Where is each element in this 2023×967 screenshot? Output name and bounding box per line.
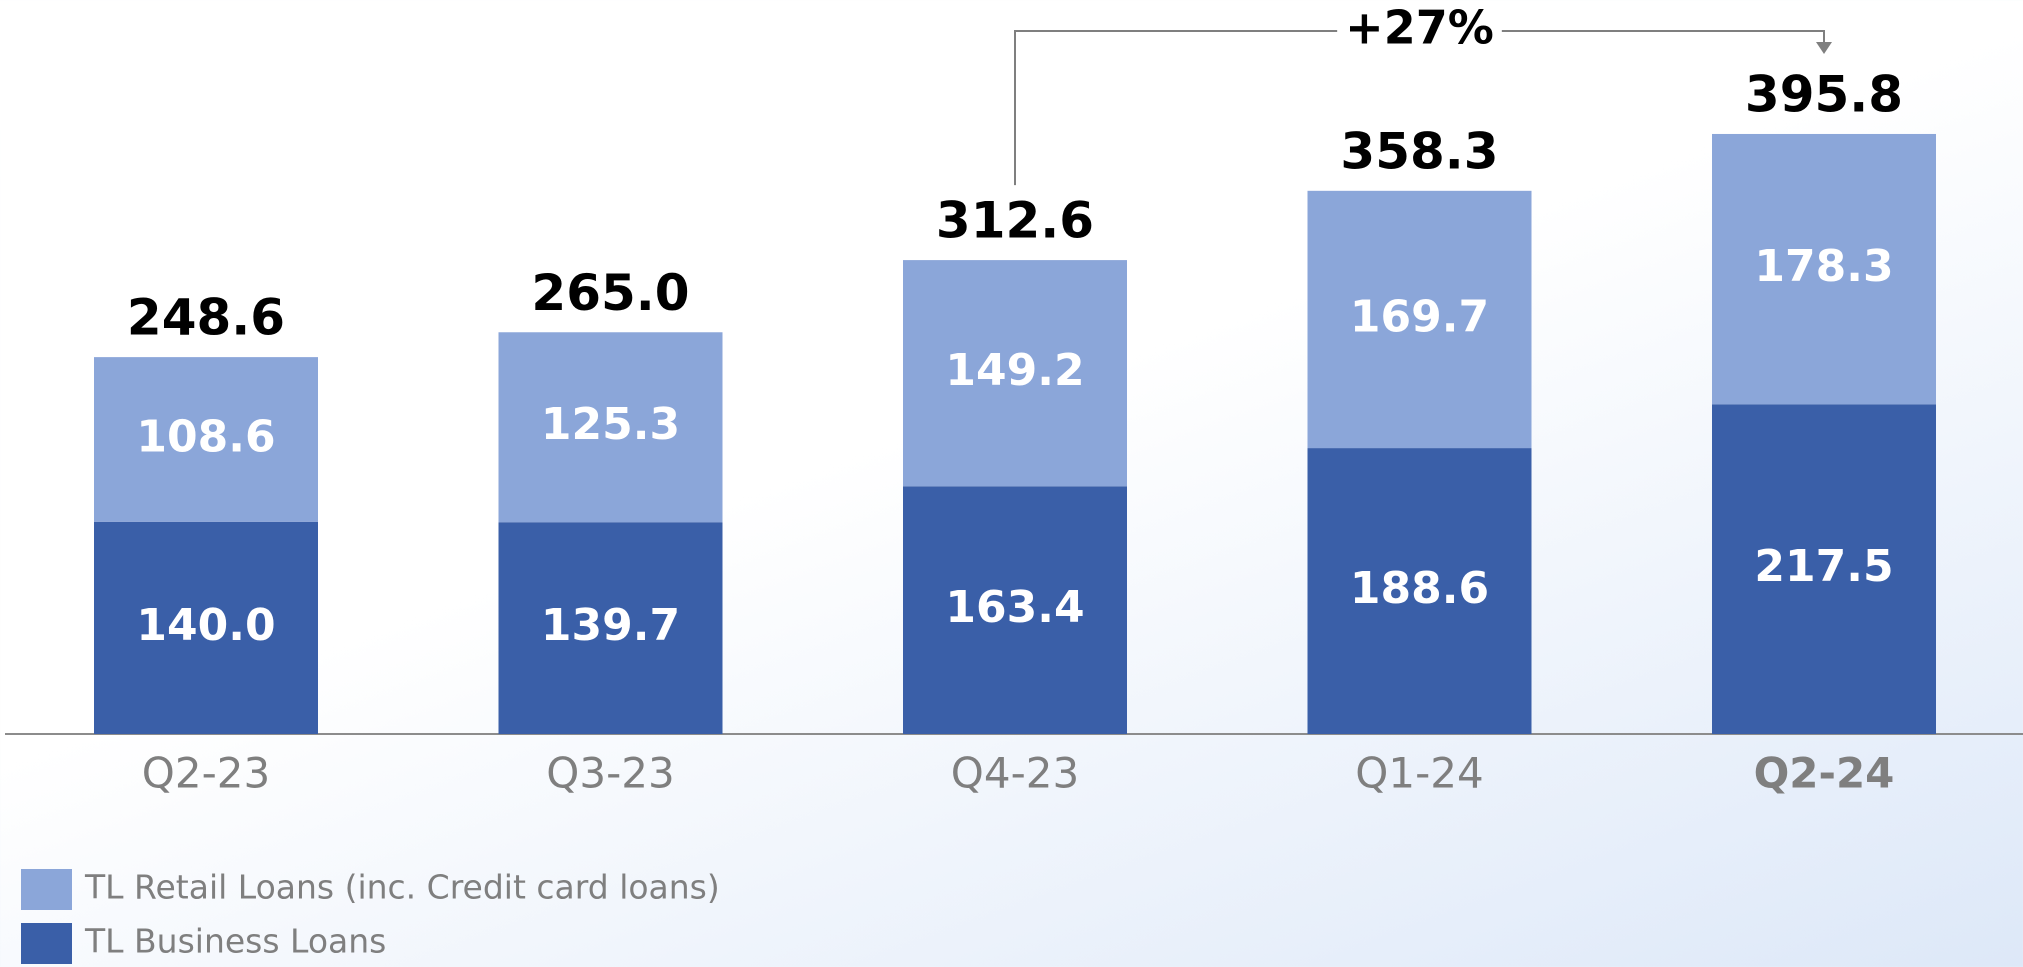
- bar-segment: [94, 357, 318, 522]
- segment-label: 217.5: [1754, 541, 1893, 592]
- total-label: 312.6: [936, 192, 1094, 250]
- bar-segment: [1712, 133, 1936, 405]
- annotation-bracket: [1014, 30, 1825, 186]
- x-tick-label: Q2-24: [1754, 749, 1895, 798]
- total-label: 265.0: [531, 264, 689, 322]
- x-tick-label: Q1-24: [1355, 749, 1483, 798]
- annotation-label: +27%: [1345, 1, 1494, 55]
- legend-swatch: [21, 869, 72, 910]
- segment-label: 163.4: [945, 582, 1084, 633]
- segment-label: 140.0: [136, 600, 275, 651]
- legend-swatch: [21, 923, 72, 964]
- segment-label: 169.7: [1350, 291, 1489, 342]
- bar-segment: [903, 486, 1127, 734]
- bar-segment: [1307, 448, 1532, 734]
- segment-label: 188.6: [1350, 563, 1489, 614]
- legend-label: TL Business Loans: [84, 922, 386, 961]
- segment-label: 149.2: [945, 345, 1084, 396]
- segment-label: 139.7: [541, 600, 680, 651]
- bar-segment: [903, 260, 1127, 487]
- segment-label: 125.3: [541, 399, 680, 450]
- segment-label: 178.3: [1754, 241, 1893, 292]
- bar-segment: [498, 522, 723, 734]
- x-tick-label: Q2-23: [142, 749, 270, 798]
- legend-label: TL Retail Loans (inc. Credit card loans): [84, 868, 720, 907]
- bar-segment: [498, 332, 723, 523]
- annotation-arrow: [1816, 41, 1832, 54]
- total-label: 358.3: [1340, 122, 1498, 180]
- bar-segment: [1712, 404, 1936, 734]
- x-tick-label: Q3-23: [546, 749, 674, 798]
- total-label: 395.8: [1745, 65, 1903, 123]
- x-tick-label: Q4-23: [951, 749, 1079, 798]
- bar-segment: [94, 521, 318, 734]
- bar-segment: [1307, 190, 1532, 449]
- segment-label: 108.6: [136, 411, 275, 462]
- total-label: 248.6: [127, 289, 285, 347]
